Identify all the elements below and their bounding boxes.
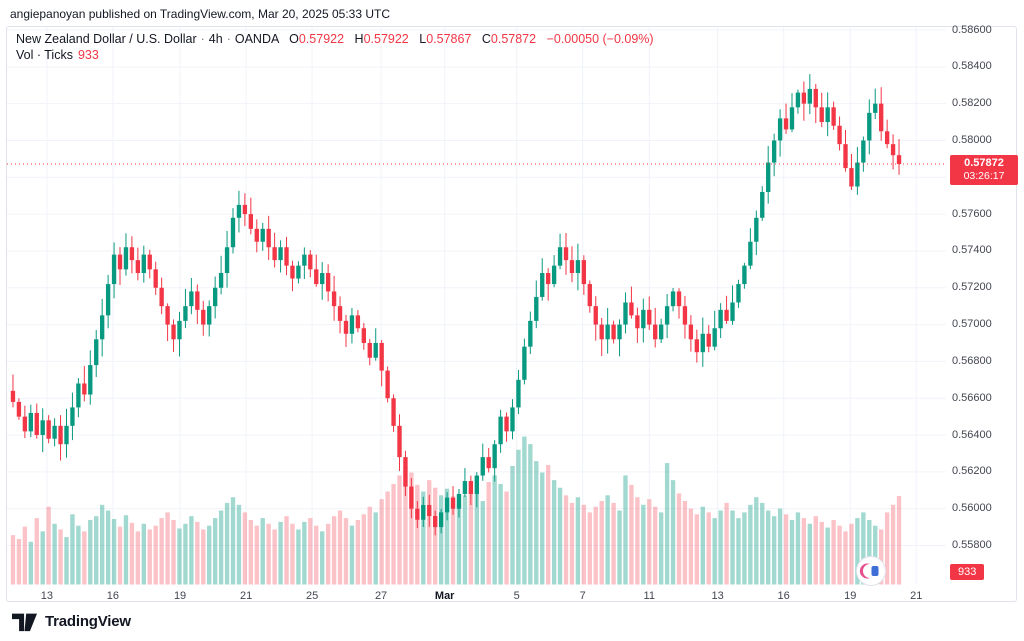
volume-indicator-label[interactable]: Vol · Ticks	[16, 48, 73, 62]
avatar-logo-icon	[858, 558, 884, 584]
time-axis-label: 21	[239, 590, 253, 602]
footer-bar: TradingView	[0, 602, 1024, 641]
time-axis-label: 7	[579, 590, 586, 602]
publish-attribution: angiepanoyan published on TradingView.co…	[10, 7, 391, 21]
price-axis-label: 0.58000	[952, 133, 992, 146]
publisher-avatar[interactable]	[856, 556, 886, 586]
close-value: C0.57872	[481, 32, 537, 46]
tradingview-brand[interactable]: TradingView	[45, 613, 131, 630]
chart-frame	[6, 26, 1017, 602]
bar-countdown: 03:26:17	[963, 170, 1005, 183]
price-axis-label: 0.57400	[952, 244, 992, 257]
legend-separator: ·	[226, 32, 231, 46]
time-axis-label: 5	[513, 590, 520, 602]
time-axis-label: 21	[910, 590, 923, 602]
symbol-title[interactable]: New Zealand Dollar / U.S. Dollar	[16, 32, 197, 46]
time-axis-label: 13	[711, 590, 724, 602]
legend-separator: ·	[200, 32, 205, 46]
volume-value: 933	[77, 48, 99, 62]
time-axis-label: 19	[173, 590, 187, 602]
price-axis-label: 0.56600	[952, 391, 992, 404]
time-axis-label: 25	[305, 590, 319, 602]
price-axis-label: 0.56400	[952, 428, 992, 441]
price-axis-label: 0.57000	[952, 318, 992, 331]
time-axis-label: 16	[106, 590, 119, 602]
volume-legend[interactable]: Vol · Ticks 933	[16, 48, 99, 62]
price-axis-label: 0.58400	[952, 60, 992, 73]
time-axis-label: 13	[40, 590, 53, 602]
price-axis-label: 0.56000	[952, 502, 992, 515]
change-value: −0.00050 (−0.09%)	[546, 32, 654, 46]
price-axis-label: 0.57600	[952, 207, 992, 220]
tradingview-logo-icon[interactable]	[12, 612, 37, 632]
symbol-legend[interactable]: New Zealand Dollar / U.S. Dollar · 4h · OAND…	[16, 32, 654, 46]
price-axis-label: 0.56200	[952, 465, 992, 478]
price-axis-label: 0.58600	[952, 23, 992, 36]
time-axis-label: 11	[643, 590, 655, 602]
open-value: O0.57922	[289, 32, 345, 46]
exchange-label: OANDA	[234, 32, 279, 46]
price-axis-label: 0.57200	[952, 281, 992, 294]
time-axis-label: 19	[844, 590, 857, 602]
low-value: L0.57867	[419, 32, 472, 46]
interval-label[interactable]: 4h	[208, 32, 223, 46]
volume-axis-badge: 933	[950, 564, 985, 580]
high-value: H0.57922	[354, 32, 409, 46]
time-axis-label: Mar	[434, 590, 455, 602]
last-price-value: 0.57872	[964, 157, 1004, 170]
time-axis-label: 27	[374, 590, 388, 602]
price-axis-label: 0.58200	[952, 97, 992, 110]
time-axis-label: 16	[777, 590, 790, 602]
price-axis-label: 0.55800	[952, 539, 992, 551]
last-price-badge: 0.57872 03:26:17	[950, 155, 1018, 186]
price-axis-label: 0.56800	[952, 354, 992, 367]
